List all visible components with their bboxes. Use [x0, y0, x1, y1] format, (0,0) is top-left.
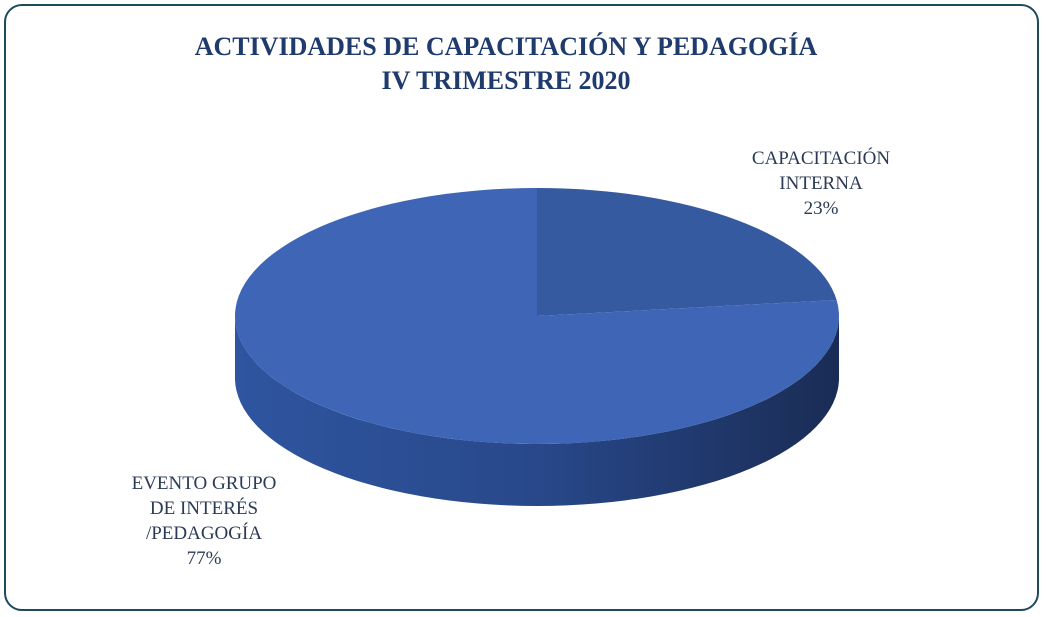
pie-slice [234, 188, 839, 444]
pie-chart [234, 188, 839, 506]
category-label: EVENTO GRUPO DE INTERÉS /PEDAGOGÍA [131, 473, 277, 544]
pie-side [235, 316, 839, 506]
chart-frame: ACTIVIDADES DE CAPACITACIÓN Y PEDAGOGÍA … [4, 4, 1039, 611]
slice-label: EVENTO GRUPO DE INTERÉS /PEDAGOGÍA 77% [124, 471, 284, 571]
chart-title: ACTIVIDADES DE CAPACITACIÓN Y PEDAGOGÍA [194, 32, 818, 61]
pie-slice [537, 188, 837, 316]
chart-subtitle: IV TRIMESTRE 2020 [381, 66, 631, 95]
value-label: 77% [186, 548, 222, 569]
value-label: 23% [803, 198, 839, 219]
category-label: CAPACITACIÓN INTERNA [751, 148, 891, 194]
slice-label: CAPACITACIÓN INTERNA 23% [746, 146, 896, 221]
